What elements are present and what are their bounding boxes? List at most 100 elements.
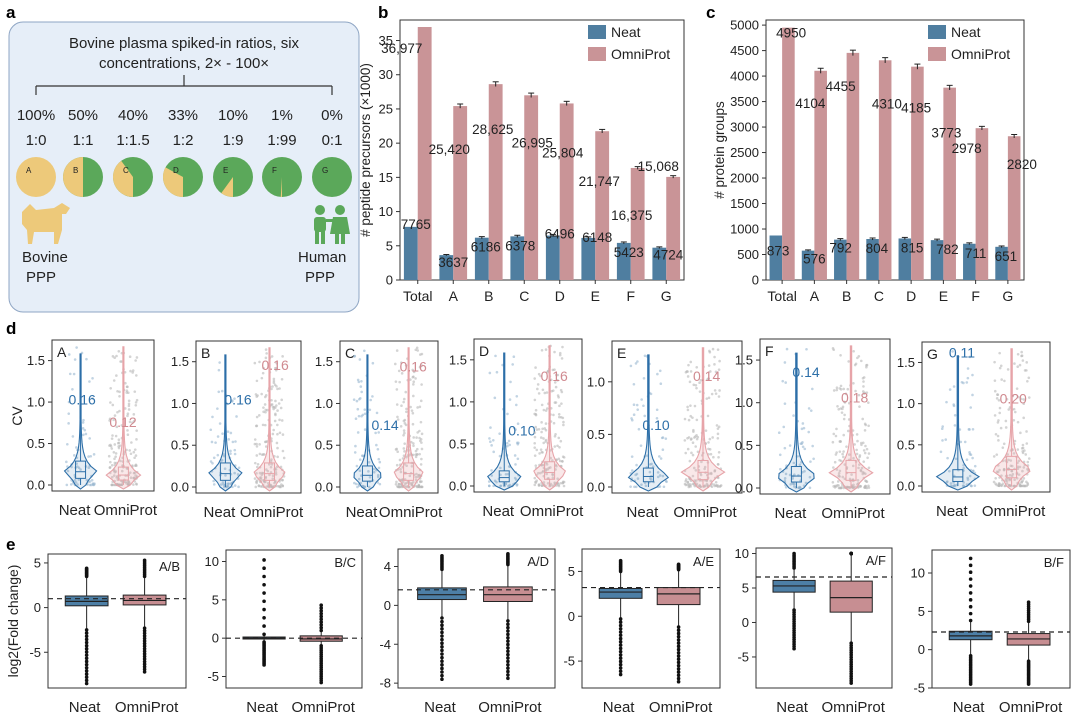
median-label-neat: 0.10 [642,417,669,433]
scatter-point [695,418,699,422]
scatter-point [489,440,492,444]
scatter-neat [629,354,668,489]
scatter-point [841,475,845,479]
scatter-point [556,379,559,382]
scatter-point [941,439,944,442]
scatter-point [994,432,998,436]
scatter-point [997,482,1001,485]
scatter-point [135,374,138,377]
scatter-point [1023,484,1027,488]
scatter-point [542,408,546,412]
scatter-point [953,484,957,488]
scatter-point [411,368,414,372]
percent-label: 33% [168,107,198,124]
scatter-point [865,391,869,394]
box-omni [656,587,701,606]
scatter-point [783,446,787,450]
scatter-point [783,361,787,364]
scatter-point [278,431,282,435]
scatter-point [808,486,812,490]
scatter-point [716,348,720,351]
x-tick-label: G [1002,288,1013,304]
legend-label-omniprot: OmniProt [611,46,670,62]
scatter-point [689,414,693,418]
scatter-point [273,481,276,485]
scatter-point [223,467,227,471]
scatter-point [506,444,509,448]
scatter-point [1001,446,1005,449]
scatter-point [132,471,136,475]
scatter-point [831,480,835,484]
pie-bovine-slice [63,157,83,197]
scatter-point [394,380,398,383]
plot-frame [765,19,1025,281]
scatter-point [352,398,356,401]
scatter-point [867,452,871,455]
scatter-point [113,443,117,446]
scatter-point [1017,395,1020,399]
scatter-point [91,397,94,400]
outlier-point [968,604,973,609]
scatter-point [253,361,257,365]
scatter-point [255,472,258,475]
scatter-point [953,424,957,427]
scatter-point [397,369,401,373]
scatter-point [72,372,76,376]
scatter-point [784,381,787,384]
scatter-point [109,387,112,390]
scatter-point [255,454,259,457]
scatter-point [959,440,963,444]
data-label-neat: 7765 [401,217,431,232]
outlier-point [968,598,973,602]
y-tick-label: 30 [379,67,393,82]
scatter-point [504,472,508,476]
y-tick-label: 1500 [730,196,759,211]
outlier-point [618,626,623,631]
outlier-point [262,616,266,620]
scatter-point [695,479,698,482]
scatter-point [262,453,265,456]
scatter-point [686,408,690,412]
outlier-point [440,655,444,660]
scatter-point [718,389,721,392]
scatter-point [634,485,638,489]
bar-neat [474,237,489,280]
scatter-point [83,428,87,432]
x-label-omniprot: OmniProt [478,699,542,716]
outlier-point [506,632,510,637]
scatter-point [632,382,636,386]
scatter-point [414,475,418,479]
y-axis-title: log2(Fold change) [5,565,21,678]
scatter-point [67,353,71,356]
scatter-point [134,403,138,407]
scatter-point [116,410,119,414]
bar-omniprot [630,167,645,280]
y-tick-label: 2000 [730,171,759,186]
scatter-point [269,460,273,463]
scatter-point [544,409,548,412]
scatter-point [512,426,516,430]
outlier-point [142,649,147,654]
scatter-point [541,451,544,454]
scatter-point [807,430,811,434]
scatter-point [256,462,260,466]
scatter-point [863,451,867,455]
scatter-point [709,452,713,456]
y-tick-label: 5 [568,564,575,579]
scatter-point [996,434,1000,438]
scatter-point [782,425,786,429]
scatter-point [853,443,856,446]
scatter-point [860,466,864,470]
scatter-point [509,380,512,384]
scatter-point [113,474,116,477]
scatter-point [353,481,356,485]
bar-neat [930,240,944,280]
data-label-omniprot: 25,420 [429,142,470,157]
scatter-point [275,367,278,370]
scatter-point [837,474,841,478]
scatter-point [700,460,703,464]
outlier-point [440,663,444,667]
bar-neat [510,236,525,280]
scatter-point [131,369,135,372]
scatter-point [363,349,366,353]
